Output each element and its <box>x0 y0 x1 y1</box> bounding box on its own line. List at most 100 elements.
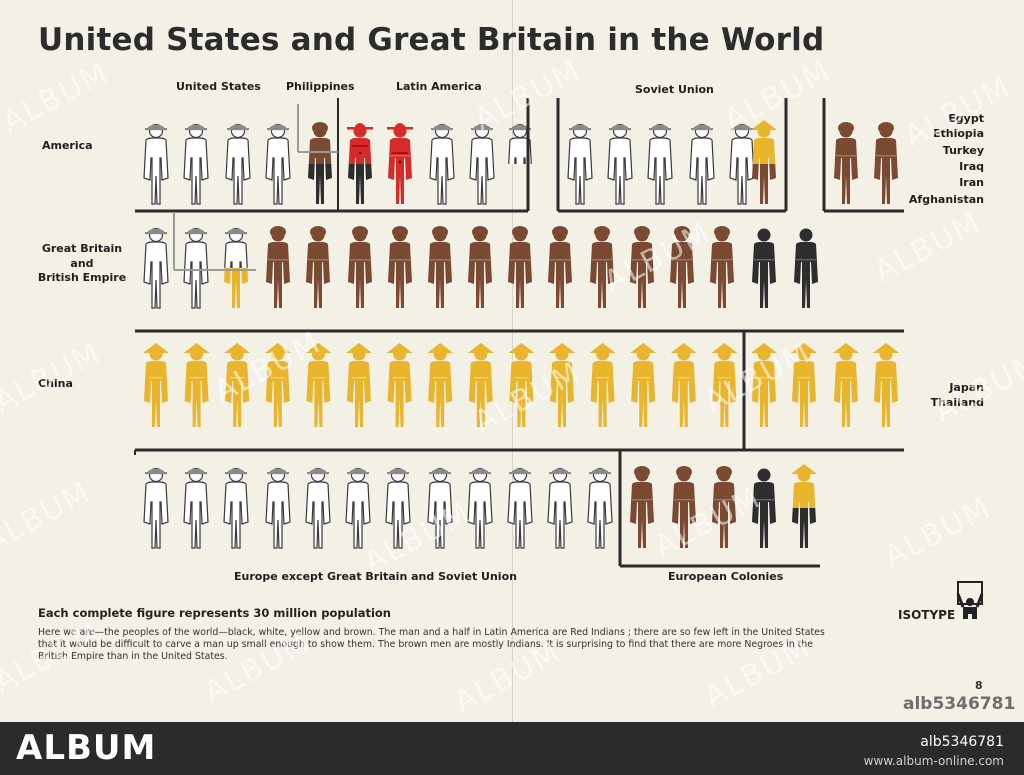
yellow-figure-british-empire <box>224 268 248 308</box>
caption-text: Here we are—the peoples of the world—bla… <box>38 627 825 663</box>
brown-figure-philippines <box>308 122 332 164</box>
label-european-colonies: European Colonies <box>668 570 784 583</box>
label-japan: Japan <box>949 381 984 394</box>
yellow-figure-japan-thailand <box>791 343 817 427</box>
footer-url-link[interactable]: www.album-online.com <box>863 754 1004 768</box>
brown-figure-british-empire <box>348 226 372 308</box>
label-turkey: Turkey <box>942 144 984 157</box>
yellow-figure-china <box>467 343 494 427</box>
legend-note: Each complete figure represents 30 milli… <box>38 606 391 620</box>
brown-figure-british-empire <box>590 226 614 308</box>
white-figure-europe <box>345 467 371 549</box>
yellow-figure-china <box>224 343 251 427</box>
label-thailand: Thailand <box>930 396 984 409</box>
brown-figure-british-empire <box>508 226 532 308</box>
white-figure-europe <box>143 467 169 549</box>
label-ethiopia: Ethiopia <box>933 127 984 140</box>
brown-figure-european-colonies <box>712 466 736 548</box>
brown-figure-british-empire <box>630 226 654 308</box>
red-figure-latin-america <box>347 123 373 164</box>
white-figure-europe <box>427 467 453 549</box>
white-figure-soviet-union <box>607 123 633 205</box>
brown-figure-british-empire <box>388 226 412 308</box>
white-figure-europe <box>385 467 411 549</box>
yellow-figure-china <box>549 343 575 427</box>
label-and: and <box>70 257 94 270</box>
brown-figure-soviet-union <box>752 164 776 204</box>
brown-figure-near-east <box>834 122 858 204</box>
yellow-figure-china <box>143 343 169 427</box>
black-figure-british-empire <box>752 228 776 308</box>
brown-figure-british-empire <box>428 226 452 308</box>
white-figure-europe <box>183 467 209 549</box>
yellow-figure-china <box>264 343 291 427</box>
yellow-figure-china <box>711 343 738 427</box>
white-figure-united-states <box>143 123 169 205</box>
album-logo: ALBUM <box>16 728 157 768</box>
isotype-chart <box>134 98 904 568</box>
white-figure-united-states <box>265 123 291 205</box>
black-figure-british-empire <box>794 228 818 308</box>
label-iran: Iran <box>959 176 984 189</box>
white-figure-soviet-union <box>689 123 715 205</box>
label-british-empire: British Empire <box>37 271 127 284</box>
yellow-figure-china <box>346 343 372 427</box>
yellow-figure-china <box>427 343 454 427</box>
label-philippines: Philippines <box>286 80 355 93</box>
footer-bar: ALBUM alb5346781 www.album-online.com <box>0 722 1024 775</box>
yellow-figure-china <box>386 343 413 427</box>
label-great-britain: Great Britain <box>41 242 123 255</box>
brown-figure-european-colonies <box>630 466 654 548</box>
black-figure-european-colonies <box>752 468 776 548</box>
black-figure-united-states <box>308 164 332 204</box>
label-egypt: Egypt <box>948 112 984 125</box>
page-number: 8 <box>975 679 983 692</box>
isotype-label: ISOTYPE <box>898 608 956 622</box>
book-page-spread: United States and Great Britain in the W… <box>0 0 1024 722</box>
white-figure-great-britain <box>183 268 209 309</box>
label-latin-america: Latin America <box>396 80 482 93</box>
yellow-figure-soviet-union <box>751 120 777 164</box>
black-figure-latin-america <box>348 164 372 204</box>
white-figure-latin-america <box>469 123 495 205</box>
yellow-figure-european-colonies <box>791 464 817 508</box>
brown-figure-near-east <box>874 122 898 204</box>
brown-figure-british-empire <box>670 226 694 308</box>
brown-figure-british-empire <box>306 226 330 308</box>
brown-figure-british-empire <box>710 226 734 308</box>
isotype-logo-icon <box>956 581 984 619</box>
yellow-figure-china <box>589 343 616 427</box>
label-europe: Europe except Great Britain and Soviet U… <box>234 570 517 583</box>
white-figure-europe <box>467 467 493 549</box>
white-figure-europe <box>547 467 573 549</box>
label-iraq: Iraq <box>959 160 984 173</box>
yellow-figure-china <box>670 343 697 427</box>
yellow-figure-china <box>183 343 210 427</box>
white-figure-europe <box>587 467 613 549</box>
yellow-figure-china <box>508 343 535 427</box>
white-figure-europe <box>265 467 291 549</box>
yellow-figure-china <box>305 343 332 427</box>
label-america: America <box>42 139 93 152</box>
footer-image-id: alb5346781 <box>920 734 1004 750</box>
white-figure-soviet-union <box>647 123 673 205</box>
white-figure-united-states <box>183 123 209 205</box>
label-afghanistan: Afghanistan <box>908 193 984 206</box>
yellow-figure-japan-thailand <box>751 343 777 427</box>
white-figure-united-states <box>225 123 251 205</box>
page-title: United States and Great Britain in the W… <box>38 22 825 58</box>
black-figure-european-colonies <box>792 508 816 548</box>
white-figure-great-britain <box>184 227 208 268</box>
label-china: China <box>38 377 73 390</box>
brown-figure-british-empire <box>468 226 492 308</box>
white-figure-europe <box>223 467 249 549</box>
label-soviet-union: Soviet Union <box>635 83 714 96</box>
book-spine <box>512 0 513 722</box>
white-figure-great-britain <box>143 227 169 309</box>
brown-figure-british-empire <box>548 226 572 308</box>
white-figure-latin-america <box>429 123 455 205</box>
red-figure-latin-america <box>387 123 413 204</box>
yellow-figure-japan-thailand <box>833 343 859 427</box>
brown-figure-british-empire <box>266 226 290 308</box>
label-united-states: United States <box>176 80 261 93</box>
